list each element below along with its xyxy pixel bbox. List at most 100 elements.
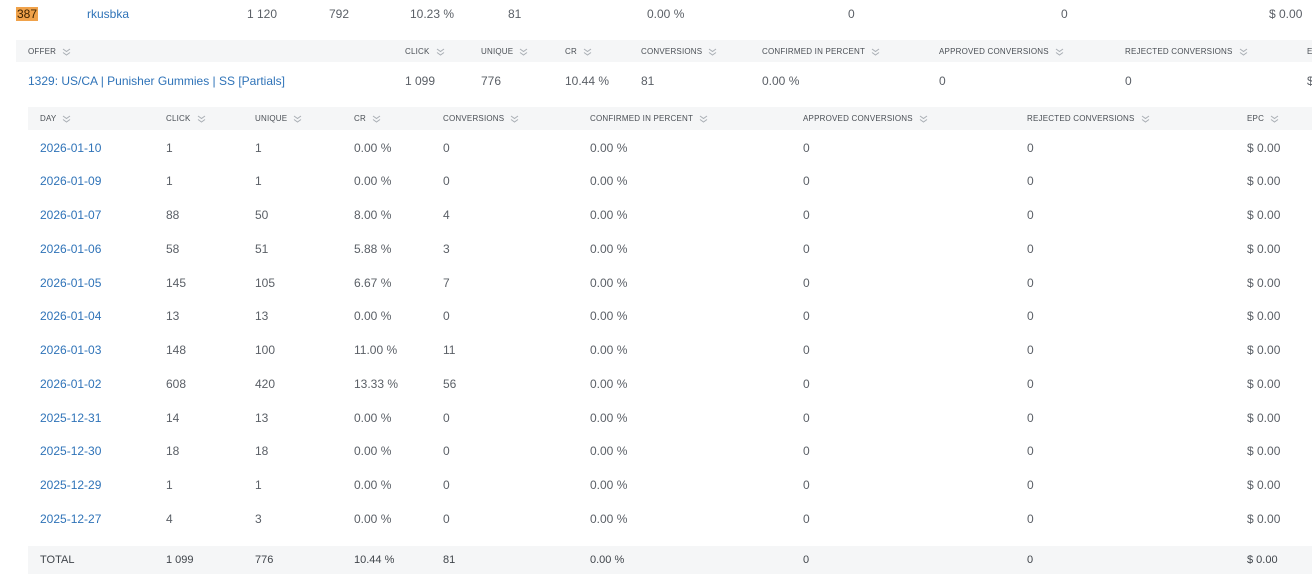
total-approved: 0 [803, 554, 810, 566]
sort-icon[interactable] [708, 48, 717, 56]
offer-row-epc: $ [1307, 74, 1312, 88]
sort-icon[interactable] [919, 115, 928, 123]
sort-icon[interactable] [293, 115, 302, 123]
cell-conversions: 4 [443, 208, 450, 222]
offer-header-conversions[interactable]: CONVERSIONS [641, 47, 717, 56]
sort-icon[interactable] [1239, 48, 1248, 56]
day-link[interactable]: 2025-12-27 [40, 512, 102, 526]
day-header-day-label: DAY [40, 114, 57, 123]
sort-icon[interactable] [197, 115, 206, 123]
day-link[interactable]: 2025-12-30 [40, 444, 102, 458]
cell-unique: 1 [255, 141, 262, 155]
day-header-confirmed-label: CONFIRMED IN PERCENT [590, 114, 694, 123]
cell-cr: 0.00 % [354, 141, 392, 155]
sort-icon[interactable] [436, 48, 445, 56]
top-row-epc: $ 0.00 [1269, 7, 1303, 21]
cell-click: 4 [166, 512, 173, 526]
total-rejected: 0 [1027, 554, 1034, 566]
day-header-confirmed[interactable]: CONFIRMED IN PERCENT [590, 114, 708, 123]
cell-click: 18 [166, 444, 180, 458]
day-link[interactable]: 2026-01-10 [40, 141, 102, 155]
cell-approved: 0 [803, 343, 810, 357]
day-link[interactable]: 2026-01-02 [40, 377, 102, 391]
sort-icon[interactable] [519, 48, 528, 56]
sort-icon[interactable] [871, 48, 880, 56]
day-link[interactable]: 2026-01-05 [40, 276, 102, 290]
day-link[interactable]: 2026-01-03 [40, 343, 102, 357]
day-link[interactable]: 2026-01-06 [40, 242, 102, 256]
day-header-rejected-label: REJECTED CONVERSIONS [1027, 114, 1135, 123]
cell-rejected: 0 [1027, 411, 1034, 425]
sort-icon[interactable] [372, 115, 381, 123]
top-row-click: 1 120 [247, 7, 278, 21]
offer-row-rejected: 0 [1125, 74, 1132, 88]
cell-conversions: 56 [443, 377, 457, 391]
cell-confirmed: 0.00 % [590, 174, 628, 188]
sort-icon[interactable] [1055, 48, 1064, 56]
sort-icon[interactable] [62, 115, 71, 123]
offer-header-unique[interactable]: UNIQUE [481, 47, 528, 56]
cell-unique: 1 [255, 174, 262, 188]
offer-row-conversions: 81 [641, 74, 655, 88]
offer-header-unique-label: UNIQUE [481, 47, 514, 56]
cell-rejected: 0 [1027, 377, 1034, 391]
day-header-approved[interactable]: APPROVED CONVERSIONS [803, 114, 928, 123]
cell-unique: 13 [255, 411, 269, 425]
cell-approved: 0 [803, 141, 810, 155]
cell-conversions: 0 [443, 478, 450, 492]
offer-header-confirmed[interactable]: CONFIRMED IN PERCENT [762, 47, 880, 56]
day-header-epc[interactable]: EPC [1247, 114, 1279, 123]
cell-cr: 0.00 % [354, 309, 392, 323]
day-link[interactable]: 2025-12-29 [40, 478, 102, 492]
cell-epc: $ 0.00 [1247, 174, 1281, 188]
cell-epc: $ 0.00 [1247, 242, 1281, 256]
day-header-conversions[interactable]: CONVERSIONS [443, 114, 519, 123]
cell-cr: 13.33 % [354, 377, 399, 391]
day-header-cr[interactable]: CR [354, 114, 381, 123]
sort-icon[interactable] [510, 115, 519, 123]
cell-confirmed: 0.00 % [590, 242, 628, 256]
cell-rejected: 0 [1027, 343, 1034, 357]
day-link[interactable]: 2025-12-31 [40, 411, 102, 425]
cell-rejected: 0 [1027, 478, 1034, 492]
cell-confirmed: 0.00 % [590, 444, 628, 458]
cell-approved: 0 [803, 478, 810, 492]
cell-confirmed: 0.00 % [590, 377, 628, 391]
offer-name-link[interactable]: 1329: US/CA | Punisher Gummies | SS [Par… [28, 74, 286, 88]
day-header-unique[interactable]: UNIQUE [255, 114, 302, 123]
cell-cr: 6.67 % [354, 276, 392, 290]
day-link[interactable]: 2026-01-04 [40, 309, 102, 323]
day-header-day[interactable]: DAY [40, 114, 71, 123]
offer-header-approved[interactable]: APPROVED CONVERSIONS [939, 47, 1064, 56]
cell-confirmed: 0.00 % [590, 343, 628, 357]
cell-epc: $ 0.00 [1247, 343, 1281, 357]
offer-header-cr[interactable]: CR [565, 47, 592, 56]
offer-header-epc[interactable]: E [1307, 47, 1312, 56]
sort-icon[interactable] [1141, 115, 1150, 123]
day-link[interactable]: 2026-01-09 [40, 174, 102, 188]
cell-click: 1 [166, 141, 173, 155]
cell-rejected: 0 [1027, 208, 1034, 222]
sort-icon[interactable] [583, 48, 592, 56]
sort-icon[interactable] [1270, 115, 1279, 123]
table-row: 2026-01-02 608 420 13.33 % 56 0.00 % 0 0… [0, 377, 1312, 411]
cell-confirmed: 0.00 % [590, 208, 628, 222]
day-link[interactable]: 2026-01-07 [40, 208, 102, 222]
cell-cr: 0.00 % [354, 411, 392, 425]
day-header-approved-label: APPROVED CONVERSIONS [803, 114, 913, 123]
day-header-click[interactable]: CLICK [166, 114, 206, 123]
top-row-conversions: 81 [508, 7, 522, 21]
top-row-name-link[interactable]: rkusbka [87, 7, 130, 21]
sort-icon[interactable] [699, 115, 708, 123]
day-header-rejected[interactable]: REJECTED CONVERSIONS [1027, 114, 1150, 123]
offer-header-click[interactable]: CLICK [405, 47, 445, 56]
cell-click: 13 [166, 309, 180, 323]
cell-confirmed: 0.00 % [590, 512, 628, 526]
offer-header-rejected[interactable]: REJECTED CONVERSIONS [1125, 47, 1248, 56]
total-click: 1 099 [166, 554, 194, 566]
offer-header-rejected-label: REJECTED CONVERSIONS [1125, 47, 1233, 56]
cell-unique: 13 [255, 309, 269, 323]
total-row-band [28, 546, 1312, 574]
offer-header-offer[interactable]: OFFER [28, 47, 71, 56]
sort-icon[interactable] [62, 48, 71, 56]
